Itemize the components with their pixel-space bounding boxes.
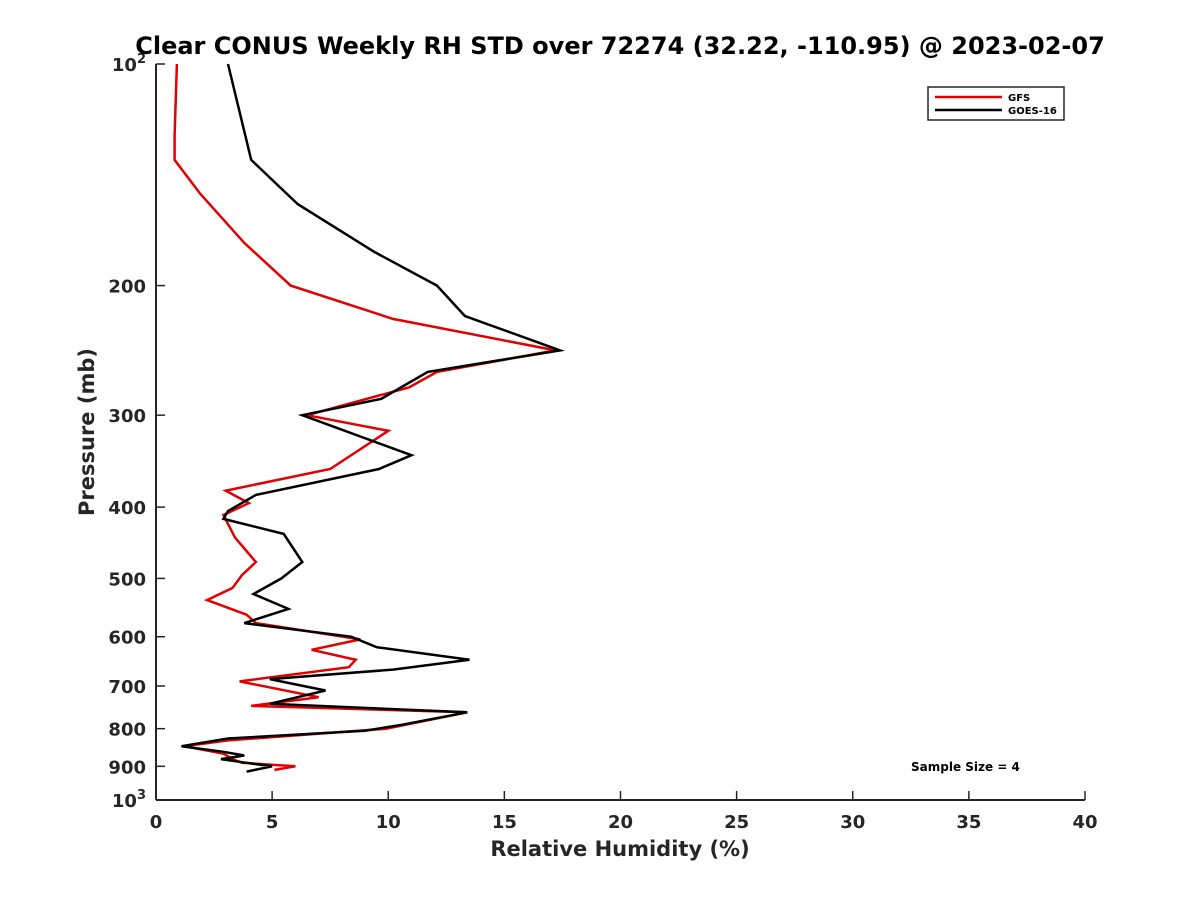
x-tick-label: 20 xyxy=(608,812,633,833)
y-axis-label: Pressure (mb) xyxy=(75,348,99,516)
chart-title: Clear CONUS Weekly RH STD over 72274 (32… xyxy=(135,32,1105,60)
y-tick-label: 200 xyxy=(108,277,146,298)
y-tick-label: 500 xyxy=(108,569,146,590)
x-axis-label: Relative Humidity (%) xyxy=(490,837,749,861)
y-tick-label: 800 xyxy=(108,720,146,741)
series-layer xyxy=(173,63,566,773)
sample-size-annotation: Sample Size = 4 xyxy=(911,760,1020,774)
x-tick-label: 25 xyxy=(724,812,749,833)
series-line-goes16 xyxy=(181,63,566,773)
x-tick-label: 10 xyxy=(376,812,401,833)
plot-area xyxy=(156,64,1085,800)
x-tick-label: 30 xyxy=(840,812,865,833)
y-ticks: 102 200 300 400 500 600 700 800 900 103 xyxy=(108,52,165,812)
x-tick-label: 5 xyxy=(266,812,279,833)
y-tick-label: 300 xyxy=(108,406,146,427)
x-tick-label: 0 xyxy=(150,812,163,833)
y-tick-label: 103 xyxy=(112,788,146,812)
legend-label-gfs: GFS xyxy=(1008,93,1030,104)
legend-label-goes16: GOES-16 xyxy=(1008,106,1057,117)
y-tick-label: 102 xyxy=(112,52,146,76)
x-tick-label: 15 xyxy=(492,812,517,833)
x-tick-label: 35 xyxy=(956,812,981,833)
x-ticks: 0 5 10 15 20 25 30 35 40 xyxy=(150,791,1098,833)
legend-box xyxy=(927,86,1065,121)
y-tick-label: 700 xyxy=(108,677,146,698)
y-tick-label: 600 xyxy=(108,628,146,649)
y-tick-label: 900 xyxy=(108,757,146,778)
y-tick-label: 400 xyxy=(108,498,146,519)
legend: GFS GOES-16 xyxy=(927,86,1065,121)
x-tick-label: 40 xyxy=(1072,812,1097,833)
